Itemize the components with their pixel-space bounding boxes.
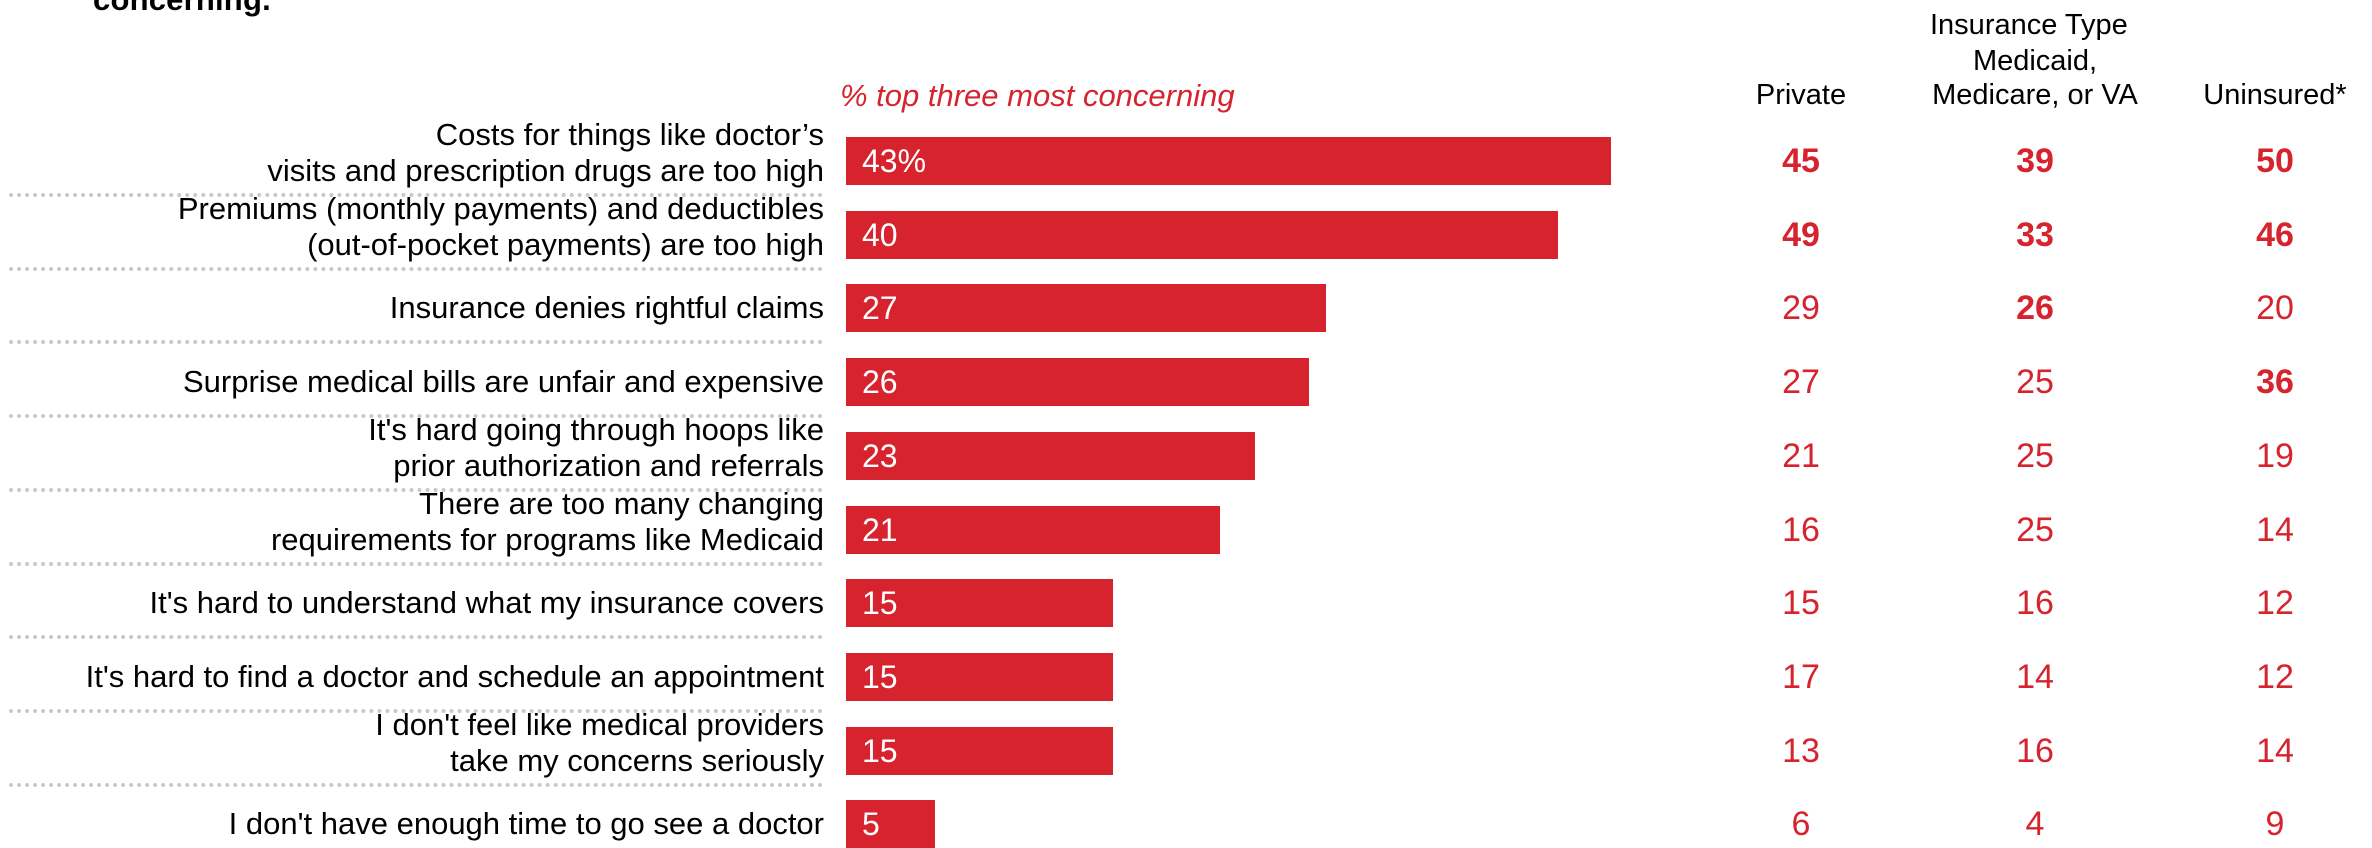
table-cell: 17 [1782, 657, 1820, 696]
bar-column-header: % top three most concerning [840, 78, 1235, 113]
table-cell: 29 [1782, 289, 1820, 328]
table-cell: 6 [1791, 805, 1811, 844]
row-label-line: requirements for programs like Medicaid [270, 521, 824, 557]
column-header-2: Uninsured* [2203, 79, 2347, 111]
row-divider [9, 708, 823, 713]
bar-value-label: 23 [862, 437, 898, 474]
row-label-line: (out-of-pocket payments) are too high [307, 226, 824, 262]
table-cell: 9 [2265, 805, 2285, 844]
table-cell: 16 [1782, 510, 1820, 549]
bar [846, 210, 1558, 259]
row-label-line: take my concerns seriously [450, 742, 824, 778]
table-cell: 14 [2016, 657, 2054, 696]
bar [846, 505, 1220, 554]
bar [846, 284, 1327, 333]
row-divider [9, 782, 823, 787]
table-cell: 12 [2256, 657, 2294, 696]
row-label-line: Premiums (monthly payments) and deductib… [177, 190, 824, 226]
column-header-1: Medicaid, Medicare, or VA [1932, 45, 2138, 111]
row-label-line: Surprise medical bills are unfair and ex… [183, 364, 824, 400]
bar-value-label: 15 [862, 585, 898, 622]
table-cell: 26 [2016, 289, 2054, 328]
bar-value-label: 40 [862, 216, 898, 253]
row-label-line: It's hard to understand what my insuranc… [149, 585, 824, 621]
row-label-line: I don't feel like medical providers [375, 706, 824, 742]
row-label-line: Costs for things like doctor’s [435, 117, 824, 152]
bar-value-label: 43% [862, 143, 927, 179]
column-group-header: Insurance Type [1930, 9, 2128, 41]
bar-value-label: 5 [862, 806, 880, 843]
table-cell: 4 [2025, 805, 2045, 844]
row-divider [9, 487, 823, 492]
table-cell: 39 [2016, 142, 2054, 180]
row-label: It's hard to find a doctor and schedule … [86, 659, 824, 695]
table-cell: 15 [1782, 584, 1820, 623]
bar-value-label: 26 [862, 364, 898, 401]
table-cell: 21 [1782, 436, 1820, 475]
row-label-line: I don't have enough time to go see a doc… [228, 806, 824, 842]
table-cell: 16 [2016, 731, 2054, 770]
row-divider [9, 561, 823, 566]
bar [846, 358, 1309, 407]
bar-value-label: 27 [862, 290, 898, 327]
table-cell: 27 [1782, 363, 1820, 402]
bar [846, 431, 1256, 480]
row-label: I don't have enough time to go see a doc… [229, 806, 824, 842]
table-cell: 20 [2256, 289, 2294, 328]
row-label-line: There are too many changing [419, 485, 824, 521]
row-label: Premiums (monthly payments) and deductib… [178, 191, 824, 263]
table-cell: 14 [2256, 510, 2294, 549]
bar-value-label: 15 [862, 658, 898, 695]
row-label-line: It's hard to find a doctor and schedule … [85, 658, 824, 694]
table-cell: 36 [2256, 363, 2294, 402]
bar [846, 800, 935, 848]
row-divider [9, 635, 823, 640]
bar [846, 726, 1113, 775]
row-label: It's hard going through hoops like prior … [368, 412, 824, 484]
row-divider [9, 340, 823, 345]
bar-value-label: 21 [862, 511, 898, 548]
row-divider [9, 266, 823, 271]
table-cell: 46 [2256, 215, 2294, 254]
table-cell: 25 [2016, 363, 2054, 402]
row-divider [9, 414, 823, 419]
table-cell: 13 [1782, 731, 1820, 770]
row-label: Insurance denies rightful claims [390, 290, 824, 326]
row-divider [9, 193, 823, 197]
table-cell: 25 [2016, 436, 2054, 475]
table-cell: 14 [2256, 731, 2294, 770]
row-label-line: visits and prescription drugs are too hi… [267, 153, 824, 188]
column-header-0: Private [1755, 79, 1847, 111]
row-label-line: prior authorization and referrals [393, 447, 824, 483]
row-label-line: Insurance denies rightful claims [389, 290, 824, 326]
row-label-line: It's hard going through hoops like [368, 411, 824, 447]
table-cell: 12 [2256, 584, 2294, 623]
table-cell: 25 [2016, 510, 2054, 549]
table-cell: 33 [2016, 215, 2054, 254]
bar [846, 579, 1113, 628]
bar [846, 137, 1611, 185]
table-cell: 19 [2256, 436, 2294, 475]
table-cell: 16 [2016, 584, 2054, 623]
row-label: There are too many changing requirements … [271, 486, 824, 558]
table-cell: 50 [2256, 142, 2294, 180]
bar [846, 652, 1113, 701]
row-label: Costs for things like doctor’s visits and… [267, 117, 824, 189]
table-cell: 49 [1782, 215, 1820, 254]
row-label: I don't feel like medical providers take … [375, 707, 824, 779]
chart-title-fragment: concerning. [93, 0, 271, 18]
row-label: Surprise medical bills are unfair and ex… [183, 364, 824, 400]
table-cell: 45 [1782, 142, 1820, 180]
bar-value-label: 15 [862, 732, 898, 769]
row-label: It's hard to understand what my insuranc… [150, 585, 824, 621]
